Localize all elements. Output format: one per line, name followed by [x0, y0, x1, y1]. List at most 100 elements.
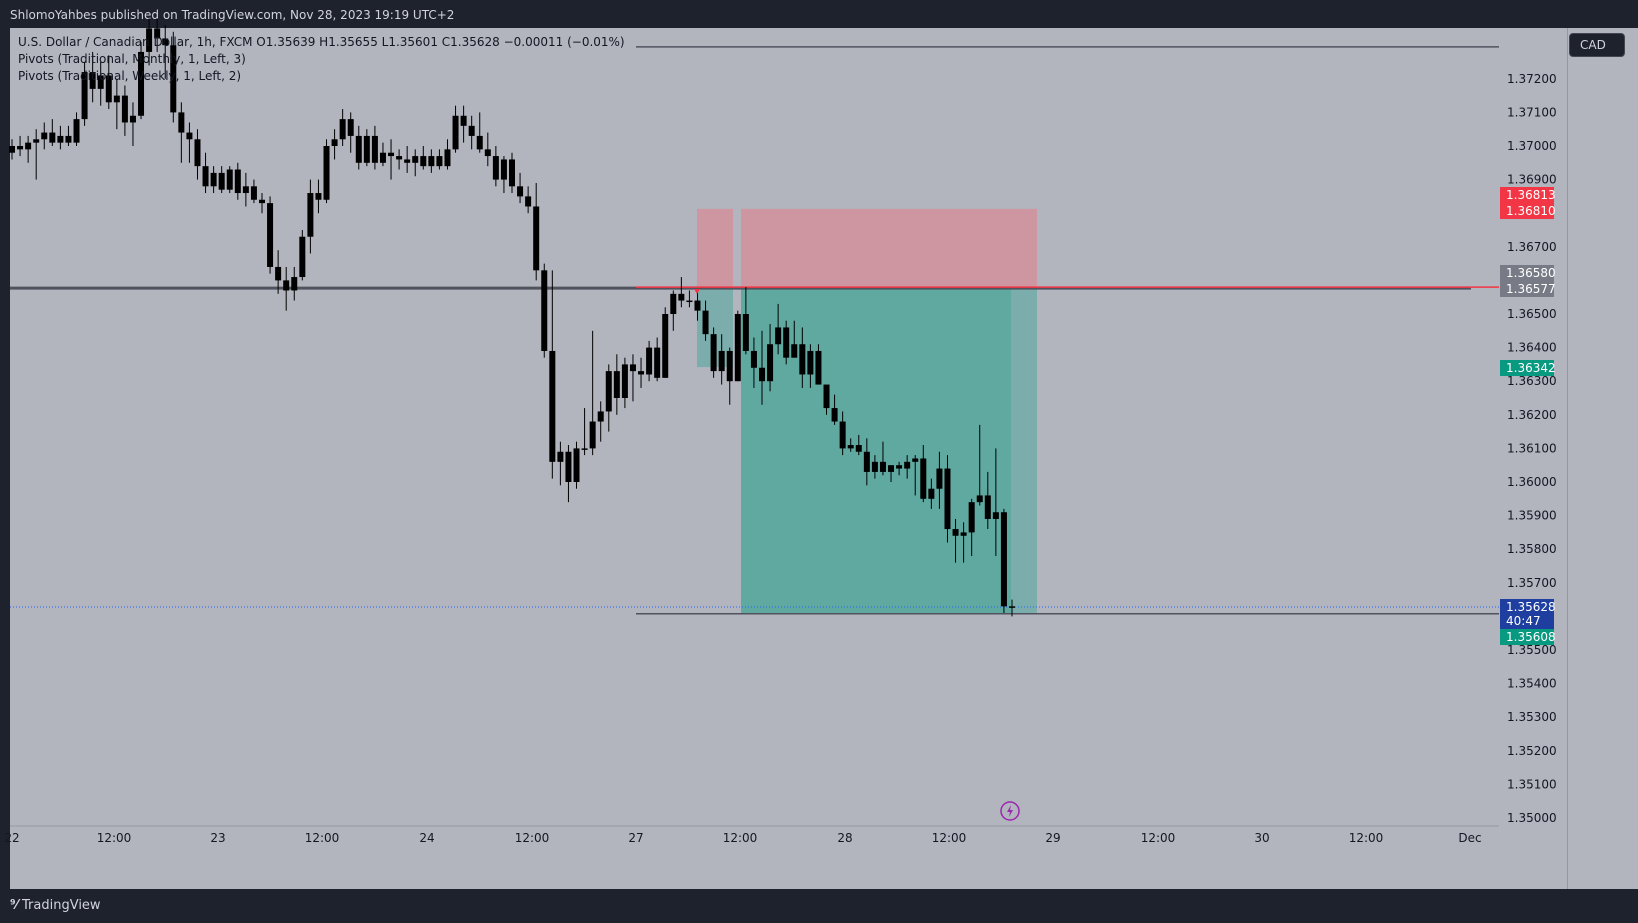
- price-tick-label: 1.37200: [1507, 72, 1557, 86]
- candle-body: [154, 28, 161, 39]
- candle-body: [710, 334, 717, 372]
- pivots-monthly-legend[interactable]: Pivots (Traditional, Monthly, 1, Left, 3…: [18, 52, 246, 66]
- candle-body: [847, 445, 854, 449]
- candle-body: [428, 156, 435, 167]
- candle-body: [565, 451, 572, 482]
- time-tick-label: 22: [4, 831, 19, 845]
- currency-button[interactable]: CAD: [1569, 33, 1625, 57]
- publisher-header: ShlomoYahbes published on TradingView.co…: [0, 0, 1638, 30]
- candle-body: [702, 310, 709, 335]
- price-tag-label: 1.36577: [1506, 282, 1556, 296]
- candle-body: [871, 461, 878, 472]
- candle-body: [460, 115, 467, 126]
- candle-body: [863, 451, 870, 472]
- entry-marker-icon: [694, 289, 700, 294]
- candle-body: [670, 293, 677, 314]
- symbol-legend: U.S. Dollar / Canadian Dollar, 1h, FXCM …: [18, 35, 625, 49]
- candle-body: [742, 314, 749, 351]
- candle-body: [162, 38, 169, 46]
- candle-body: [275, 266, 282, 281]
- stop-loss-zone-2: [741, 208, 1037, 289]
- time-tick-label: 12:00: [1349, 831, 1384, 845]
- candle-body: [315, 193, 322, 200]
- price-tag-countdown: 40:47: [1506, 614, 1541, 628]
- candle-body: [17, 146, 24, 150]
- candle-body: [984, 495, 991, 519]
- publisher-text: ShlomoYahbes published on TradingView.co…: [10, 8, 455, 22]
- candle-body: [363, 135, 370, 163]
- candle-body: [105, 75, 112, 103]
- candle-body: [291, 277, 298, 291]
- candle-body: [783, 327, 790, 358]
- price-tick-label: 1.35100: [1507, 777, 1557, 791]
- candle-body: [1000, 512, 1007, 607]
- profit-zone-filled: [741, 288, 1011, 614]
- candle-body: [404, 159, 411, 163]
- time-tick-label: 12:00: [97, 831, 132, 845]
- candle-body: [912, 458, 919, 462]
- time-axis: [10, 826, 1499, 849]
- candle-body: [307, 193, 314, 237]
- candle-body: [323, 146, 330, 200]
- candle-body: [41, 132, 48, 140]
- price-tick-label: 1.36400: [1507, 341, 1557, 355]
- candle-body: [129, 115, 136, 123]
- candle-body: [339, 119, 346, 140]
- candle-body: [218, 172, 225, 190]
- candle-body: [621, 364, 628, 398]
- stop-loss-zone-1: [697, 208, 733, 289]
- candle-body: [484, 149, 491, 157]
- candle-body: [468, 125, 475, 136]
- candle-body: [379, 152, 386, 163]
- time-tick-label: 12:00: [932, 831, 967, 845]
- price-tag: [1500, 265, 1554, 281]
- price-tag-label: 1.36813: [1506, 188, 1556, 202]
- candle-body: [194, 139, 201, 167]
- candle-body: [509, 159, 515, 187]
- candle-body: [831, 408, 838, 422]
- candle-body: [767, 344, 774, 382]
- candle-body: [444, 149, 451, 167]
- price-tag: [1500, 599, 1554, 629]
- candle-body: [234, 169, 241, 194]
- time-tick-label: 27: [628, 831, 643, 845]
- candle-body: [597, 411, 604, 422]
- candle-body: [638, 371, 645, 375]
- candle-body: [146, 28, 153, 52]
- candle-body: [734, 314, 741, 382]
- candle-body: [226, 169, 233, 190]
- candle-body: [73, 119, 80, 143]
- price-tick-label: 1.35500: [1507, 643, 1557, 657]
- candle-body: [896, 465, 903, 469]
- price-tick-label: 1.36000: [1507, 475, 1557, 489]
- candle-body: [1009, 606, 1015, 608]
- candle-body: [525, 196, 532, 207]
- candle-body: [888, 465, 895, 472]
- candle-body: [412, 156, 419, 163]
- candle-body: [492, 156, 499, 180]
- candle-body: [89, 72, 96, 89]
- candle-body: [371, 135, 378, 163]
- candle-body: [879, 461, 886, 472]
- price-tick-label: 1.36500: [1507, 307, 1557, 321]
- time-tick-label: Dec: [1458, 831, 1481, 845]
- candle-body: [791, 344, 798, 358]
- candle-body: [549, 350, 556, 462]
- price-tag-label: 1.36810: [1506, 204, 1556, 218]
- price-tick-label: 1.35400: [1507, 677, 1557, 691]
- candle-body: [944, 468, 951, 530]
- price-axis[interactable]: [1567, 28, 1638, 889]
- candle-body: [807, 350, 814, 375]
- tradingview-brand: TradingView: [22, 898, 101, 913]
- price-tag-label: 1.36342: [1506, 361, 1556, 375]
- lightning-icon-bolt: [1007, 805, 1013, 817]
- candle-body: [33, 139, 40, 143]
- time-tick-label: 30: [1254, 831, 1269, 845]
- candle-body: [267, 203, 274, 267]
- pivots-weekly-legend[interactable]: Pivots (Traditional, Weekly, 1, Left, 2): [18, 69, 242, 83]
- candle-body: [81, 72, 88, 120]
- candle-body: [121, 95, 128, 123]
- candle-body: [533, 206, 540, 271]
- candle-body: [654, 347, 661, 378]
